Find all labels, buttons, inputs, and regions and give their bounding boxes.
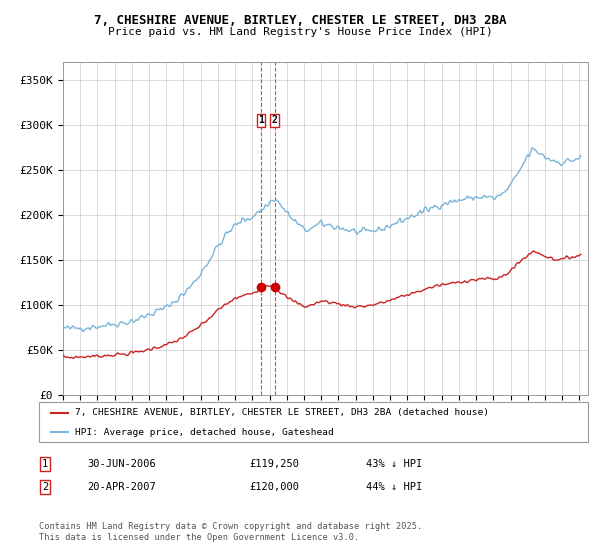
Text: 7, CHESHIRE AVENUE, BIRTLEY, CHESTER LE STREET, DH3 2BA: 7, CHESHIRE AVENUE, BIRTLEY, CHESTER LE …	[94, 14, 506, 27]
Text: 7, CHESHIRE AVENUE, BIRTLEY, CHESTER LE STREET, DH3 2BA (detached house): 7, CHESHIRE AVENUE, BIRTLEY, CHESTER LE …	[74, 408, 488, 417]
Text: 44% ↓ HPI: 44% ↓ HPI	[366, 482, 422, 492]
FancyBboxPatch shape	[39, 402, 588, 442]
Text: Price paid vs. HM Land Registry's House Price Index (HPI): Price paid vs. HM Land Registry's House …	[107, 27, 493, 37]
Text: 30-JUN-2006: 30-JUN-2006	[87, 459, 156, 469]
Text: 1: 1	[258, 115, 264, 125]
Text: 1: 1	[42, 459, 48, 469]
Text: Contains HM Land Registry data © Crown copyright and database right 2025.
This d: Contains HM Land Registry data © Crown c…	[39, 522, 422, 542]
Text: 43% ↓ HPI: 43% ↓ HPI	[366, 459, 422, 469]
Text: 2: 2	[272, 115, 277, 125]
Text: 20-APR-2007: 20-APR-2007	[87, 482, 156, 492]
Text: £119,250: £119,250	[249, 459, 299, 469]
Text: £120,000: £120,000	[249, 482, 299, 492]
Text: 2: 2	[42, 482, 48, 492]
Text: HPI: Average price, detached house, Gateshead: HPI: Average price, detached house, Gate…	[74, 428, 334, 437]
